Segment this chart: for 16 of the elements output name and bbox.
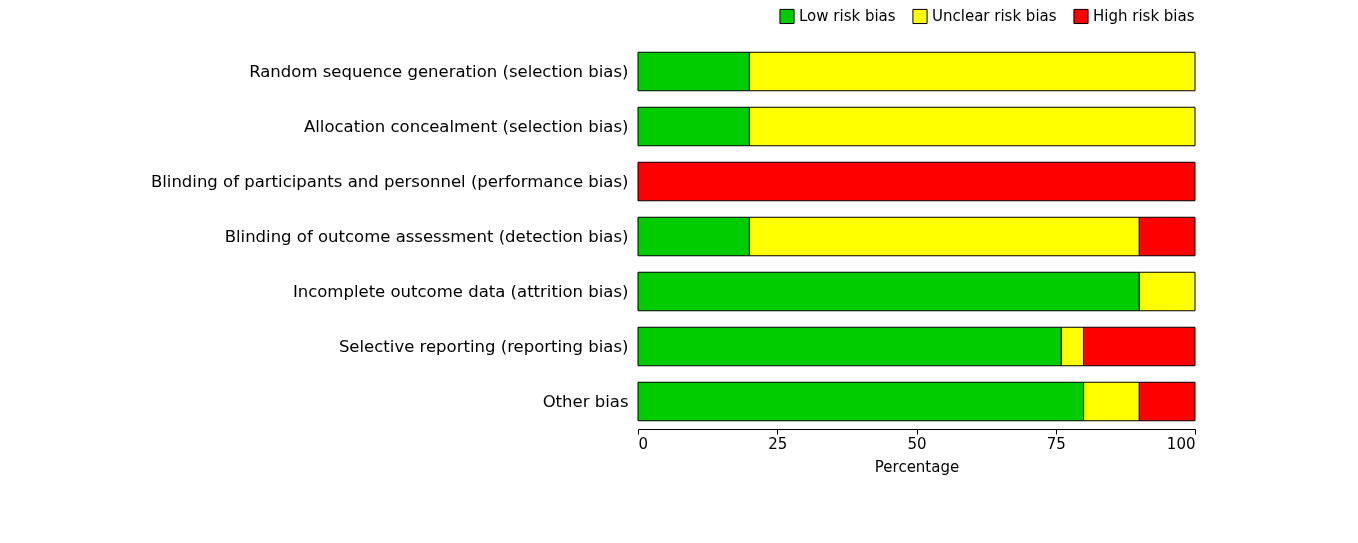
y-tick-label: Selective reporting (reporting bias) — [338, 336, 629, 356]
y-tick-label: Blinding of outcome assessment (detection bias) — [224, 226, 629, 246]
x-tick-label: 25 — [768, 434, 788, 453]
x-tick-label: 0 — [638, 434, 649, 453]
y-tick-label: Random sequence generation (selection bias) — [249, 61, 629, 81]
legend-label: High risk bias — [1093, 7, 1195, 26]
x-tick-label: 75 — [1046, 434, 1066, 453]
y-tick-label: Blinding of participants and personnel (performance bias) — [150, 171, 629, 191]
x-tick-label: 100 — [1166, 434, 1196, 453]
x-axis-title: Percentage — [874, 457, 960, 476]
y-tick-label: Other bias — [542, 391, 629, 411]
y-tick-label: Allocation concealment (selection bias) — [303, 116, 629, 136]
y-tick-label: Incomplete outcome data (attrition bias) — [292, 281, 629, 301]
x-tick-label: 50 — [907, 434, 927, 453]
legend-label: Unclear risk bias — [932, 7, 1057, 26]
legend-label: Low risk bias — [799, 7, 896, 26]
